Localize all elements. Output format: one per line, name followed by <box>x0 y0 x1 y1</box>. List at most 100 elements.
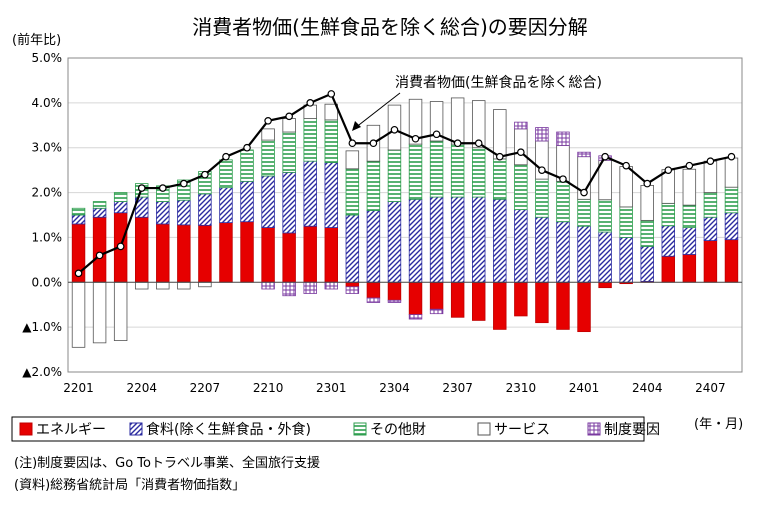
annotation-arrowhead <box>352 121 361 131</box>
y-tick-label: 3.0% <box>32 141 63 155</box>
x-tick-label: 2310 <box>506 381 537 395</box>
cpi-point <box>158 184 167 192</box>
bar-food <box>282 171 296 234</box>
cpi-point <box>601 152 609 161</box>
bar-food <box>261 175 275 228</box>
bar-inst <box>577 151 591 158</box>
bar-service <box>703 160 718 193</box>
bar-energy <box>324 227 338 283</box>
axes: 5.0% 4.0% 3.0% 2.0% 1.0% 0.0% ▲1.0% ▲2.0%2201 22… <box>22 51 743 395</box>
cpi-point <box>222 152 230 161</box>
bar-inst <box>387 299 402 303</box>
bar-inst <box>514 121 528 130</box>
legend-swatch-other <box>353 422 367 436</box>
bar-other <box>324 119 338 163</box>
bar-food <box>198 193 212 226</box>
bar-service <box>429 101 444 142</box>
bar-service <box>324 103 338 121</box>
cpi-point <box>180 179 188 188</box>
bar-food <box>303 160 317 227</box>
cpi-point <box>622 161 630 170</box>
bar-inst <box>556 131 570 146</box>
bar-other <box>71 207 86 216</box>
x-tick-label: 2401 <box>569 381 600 395</box>
bar-service <box>493 109 507 160</box>
cpi-point <box>453 139 462 148</box>
bar-service <box>661 169 676 204</box>
legend-swatch-energy <box>19 422 33 436</box>
bar-service <box>261 128 275 141</box>
bar-food <box>514 209 528 283</box>
bar-service <box>619 166 633 208</box>
bar-inst <box>345 286 360 294</box>
cpi-point <box>369 139 378 148</box>
bar-energy <box>514 281 528 317</box>
bar-energy <box>240 221 254 283</box>
bar-service <box>471 100 486 149</box>
y-tick-label: 5.0% <box>32 51 63 65</box>
cpi-point <box>495 152 504 161</box>
bar-energy <box>703 240 718 283</box>
y-tick-label: ▲1.0% <box>22 320 62 334</box>
bar-inst <box>408 314 423 320</box>
y-axis-label: (前年比) <box>12 32 61 48</box>
bar-other <box>113 192 128 202</box>
bar-food <box>577 225 591 283</box>
legend: エネルギー 食料(除く生鮮食品・外食) その他財 サービス 制度要因 <box>11 416 660 442</box>
cpi-point <box>411 134 420 143</box>
cpi-point <box>348 139 357 148</box>
cpi-point <box>327 90 336 98</box>
bar-food <box>240 180 254 223</box>
bar-food <box>92 207 107 218</box>
legend-swatch-food <box>129 422 143 436</box>
cpi-point <box>137 184 146 192</box>
bar-other <box>493 158 507 200</box>
bar-other <box>577 198 591 227</box>
cpi-point <box>306 99 315 107</box>
bar-energy <box>682 254 697 283</box>
x-tick-label: 2210 <box>253 381 284 395</box>
cpi-point <box>580 188 588 197</box>
bar-food <box>682 227 697 255</box>
bar-energy <box>345 281 360 288</box>
cpi-line-series: 消費者物価(生鮮食品を除く総合) <box>74 74 736 278</box>
cpi-point <box>517 148 525 157</box>
bar-service <box>156 281 170 290</box>
bar-food <box>450 196 465 283</box>
bar-food <box>219 187 233 224</box>
bar-service <box>682 168 697 206</box>
bar-inst <box>324 281 338 290</box>
bar-service <box>514 128 528 166</box>
bar-energy <box>493 281 507 330</box>
cpi-point <box>643 179 652 188</box>
cpi-line <box>77 92 732 275</box>
bar-food <box>113 201 128 214</box>
bar-other <box>408 143 423 200</box>
cpi-point <box>664 166 673 174</box>
cpi-line-label: 消費者物価(生鮮食品を除く総合) <box>395 74 602 91</box>
x-tick-label: 2204 <box>126 381 157 395</box>
bar-food <box>619 237 633 283</box>
bar-service <box>450 97 465 145</box>
bar-inst <box>261 281 275 290</box>
bar-energy <box>471 281 486 321</box>
cpi-point <box>538 166 546 174</box>
bar-food <box>71 214 86 225</box>
bar-energy <box>219 222 233 283</box>
x-tick-label: 2301 <box>316 381 347 395</box>
cpi-point <box>285 112 293 121</box>
bar-other <box>703 192 718 218</box>
bar-other <box>471 147 486 198</box>
x-tick-label: 2201 <box>63 381 94 395</box>
bar-other <box>598 199 612 233</box>
bar-service <box>282 118 296 133</box>
x-tick-label: 2207 <box>190 381 221 395</box>
bar-other <box>92 201 107 209</box>
bar-other <box>345 168 360 216</box>
y-tick-label: 4.0% <box>32 96 63 110</box>
bar-food <box>556 221 570 283</box>
bar-energy <box>303 225 317 283</box>
note-institutional: (注)制度要因は、Go Toトラベル事業、全国旅行支援 <box>14 456 320 471</box>
bar-other <box>535 178 549 218</box>
